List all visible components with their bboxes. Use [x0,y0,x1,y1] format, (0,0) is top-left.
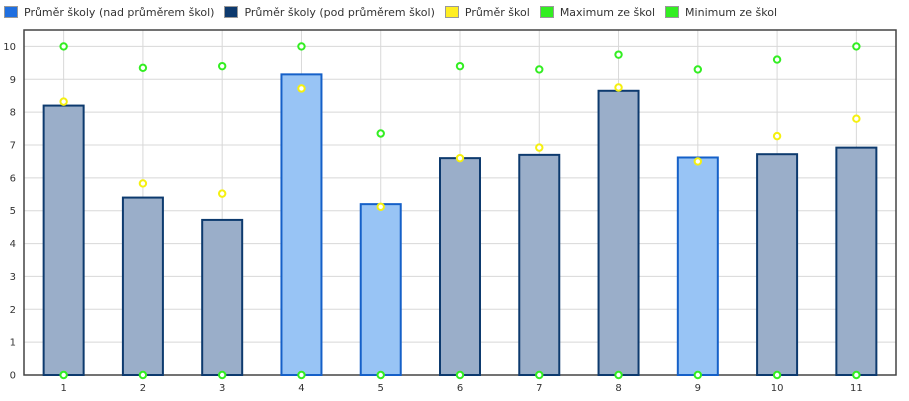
x-tick-label: 1 [60,383,66,394]
min-point-6 [455,370,465,380]
bar-below-3 [201,218,244,376]
min-point-7 [535,370,544,380]
legend-swatch [444,6,459,18]
avg-point-11 [852,114,861,123]
legend-swatch [665,6,680,18]
y-tick-label: 10 [3,42,16,53]
max-point-5 [376,129,385,138]
legend-label: Průměr školy (pod průměrem škol) [244,5,435,19]
legend: Průměr školy (nad průměrem škol) Průměr š… [0,2,783,22]
bar-below-10 [756,153,799,376]
max-point-3 [217,61,227,71]
avg-point-1 [59,97,68,106]
min-point-9 [693,370,703,380]
max-point-9 [693,65,703,74]
y-tick-label: 3 [10,272,16,283]
legend-label: Minimum ze škol [685,5,778,19]
min-point-2 [138,370,148,380]
avg-point-2 [138,179,148,188]
max-point-4 [297,42,306,51]
y-tick-label: 8 [10,108,16,119]
y-tick-label: 7 [10,141,16,152]
min-point-4 [297,370,306,380]
x-tick-label: 4 [298,383,304,394]
bar-below-1 [42,104,85,376]
x-tick-label: 5 [378,383,384,394]
max-point-10 [772,55,782,64]
x-tick-label: 8 [615,383,621,394]
legend-item-2[interactable]: Průměr školy (pod průměrem škol) [224,5,435,19]
bar-above-4 [280,73,323,376]
legend-label: Průměr škol [464,5,530,19]
x-tick-label: 6 [457,383,463,394]
y-tick-label: 9 [10,75,16,86]
min-point-5 [376,370,385,380]
x-tick-label: 3 [219,383,225,394]
avg-point-5 [376,202,385,211]
avg-point-6 [455,153,465,163]
bar-below-6 [439,157,481,376]
max-point-1 [59,42,68,51]
avg-point-7 [535,143,544,152]
y-tick-label: 6 [10,173,16,184]
legend-label: Maximum ze škol [559,5,656,19]
bar-below-11 [835,146,878,376]
max-point-7 [535,65,544,74]
avg-point-8 [614,83,623,92]
bar-below-2 [121,196,164,376]
legend-item-5[interactable]: Minimum ze škol [665,6,777,19]
avg-point-4 [297,84,306,93]
min-point-8 [614,370,623,380]
max-point-11 [852,42,861,51]
y-tick-label: 5 [10,206,16,217]
max-point-8 [614,50,623,59]
avg-point-9 [693,157,703,166]
x-tick-label: 7 [536,383,542,394]
x-tick-label: 9 [695,383,701,394]
y-tick-label: 1 [10,338,16,349]
y-tick-label: 2 [10,305,16,316]
x-tick-label: 2 [140,383,146,394]
legend-item-3[interactable]: Průměr škol [444,5,530,19]
bar-above-5 [359,203,402,376]
legend-item-1[interactable]: Průměr školy (nad průměrem škol) [4,6,214,19]
max-point-6 [455,61,465,71]
bar-above-9 [676,156,719,376]
max-point-2 [138,63,148,72]
legend-item-4[interactable]: Maximum ze škol [539,5,656,19]
legend-swatch [539,6,554,18]
bar-below-8 [597,89,640,377]
x-tick-label: 10 [771,383,784,394]
x-tick-label: 11 [850,383,863,394]
legend-swatch [224,6,239,18]
min-point-10 [772,370,782,380]
min-point-11 [852,370,861,380]
legend-swatch [4,6,18,18]
min-point-1 [59,370,68,380]
legend-label: Průměr školy (nad průměrem škol) [24,5,215,19]
y-tick-label: 0 [10,371,16,382]
y-tick-label: 4 [10,239,16,250]
bar-below-7 [518,153,561,376]
avg-point-10 [772,131,782,141]
min-point-3 [217,370,227,380]
avg-point-3 [217,189,227,198]
